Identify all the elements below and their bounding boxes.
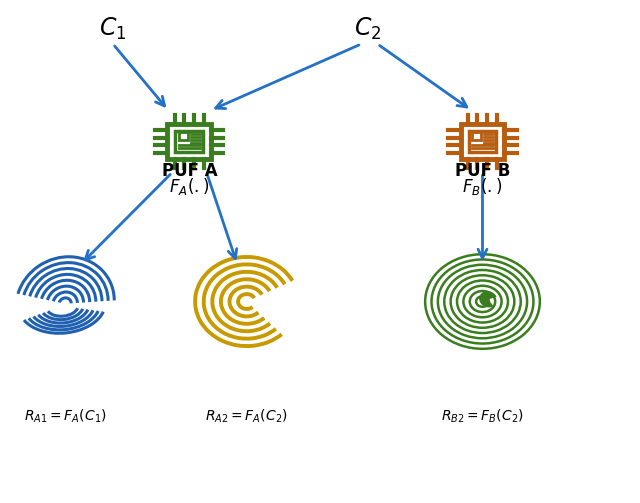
Text: $R_{B2} = F_B(C_2)$: $R_{B2} = F_B(C_2)$ [441, 408, 524, 425]
Text: $C_2$: $C_2$ [354, 16, 381, 42]
Text: PUF B: PUF B [455, 162, 510, 181]
Text: $F_B(.)$: $F_B(.)$ [463, 176, 502, 197]
Text: $F_A(.)$: $F_A(.)$ [170, 176, 209, 197]
Text: $R_{A1} = F_A(C_1)$: $R_{A1} = F_A(C_1)$ [24, 408, 106, 425]
Text: $C_1$: $C_1$ [99, 16, 127, 42]
Text: $R_{A2} = F_A(C_2)$: $R_{A2} = F_A(C_2)$ [205, 408, 288, 425]
Text: PUF A: PUF A [161, 162, 217, 181]
